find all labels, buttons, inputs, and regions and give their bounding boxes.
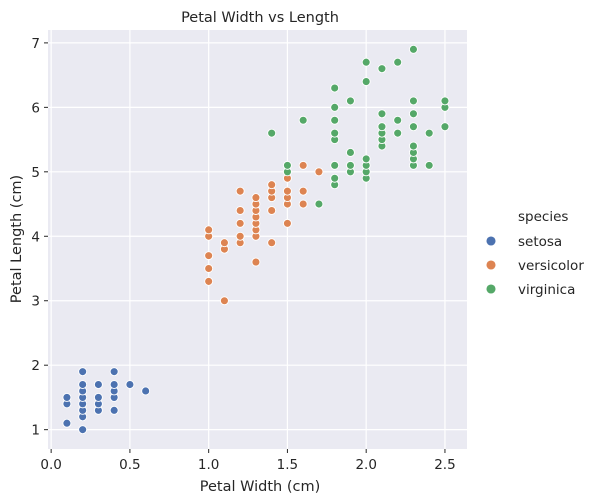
point-virginica (377, 109, 387, 119)
point-versicolor (298, 199, 308, 209)
point-virginica (440, 96, 450, 106)
point-versicolor (267, 238, 277, 248)
point-virginica (377, 64, 387, 74)
point-virginica (393, 115, 403, 125)
point-setosa (109, 380, 119, 389)
y-axis-label: Petal Length (cm) (9, 175, 25, 303)
legend: species setosa versicolor virginica (485, 209, 584, 298)
y-tick-label: 2 (31, 358, 40, 374)
point-setosa (141, 386, 151, 396)
point-virginica (377, 122, 387, 132)
point-versicolor (251, 193, 261, 203)
point-virginica (408, 141, 418, 151)
point-virginica (440, 122, 450, 132)
point-virginica (298, 115, 308, 125)
point-virginica (330, 115, 340, 125)
legend-marker-versicolor (485, 259, 497, 271)
point-virginica (408, 109, 418, 119)
y-tick-label: 1 (31, 423, 40, 439)
legend-label-versicolor: versicolor (518, 258, 584, 274)
point-virginica (408, 122, 418, 132)
legend-label-setosa: setosa (518, 234, 562, 250)
chart-title: Petal Width vs Length (181, 10, 339, 26)
x-tick-label: 2.0 (355, 457, 376, 473)
point-setosa (109, 367, 119, 377)
axis-ticks: 0.0 0.5 1.0 1.5 2.0 2.5 1 2 3 4 5 6 7 (31, 36, 455, 473)
point-virginica (267, 128, 277, 138)
point-versicolor (235, 218, 245, 228)
y-tick-label: 3 (31, 294, 40, 310)
point-versicolor (235, 231, 245, 241)
x-tick-label: 0.0 (40, 457, 61, 473)
point-virginica (408, 44, 418, 54)
point-virginica (393, 128, 403, 138)
legend-marker-setosa (485, 235, 497, 247)
point-virginica (361, 77, 371, 87)
point-virginica (345, 148, 355, 157)
y-tick-label: 7 (31, 36, 40, 52)
point-virginica (361, 57, 371, 67)
x-axis-label: Petal Width (cm) (200, 479, 321, 495)
point-virginica (330, 102, 340, 112)
point-setosa (109, 405, 119, 415)
point-versicolor (204, 251, 214, 261)
x-tick-label: 0.5 (119, 457, 140, 473)
point-versicolor (298, 186, 308, 196)
point-versicolor (235, 206, 245, 215)
point-versicolor (282, 186, 292, 196)
point-versicolor (219, 296, 229, 306)
point-virginica (393, 57, 403, 67)
point-virginica (345, 96, 355, 106)
data-points (62, 44, 450, 435)
point-setosa (93, 392, 103, 402)
point-setosa (93, 380, 103, 389)
point-versicolor (204, 225, 214, 235)
point-virginica (345, 160, 355, 170)
legend-marker-virginica (485, 283, 497, 295)
point-virginica (424, 160, 434, 170)
point-versicolor (235, 186, 245, 196)
point-virginica (408, 96, 418, 106)
point-setosa (125, 380, 135, 389)
point-versicolor (219, 238, 229, 248)
point-versicolor (251, 257, 261, 267)
point-virginica (330, 173, 340, 183)
point-virginica (282, 160, 292, 170)
point-virginica (424, 128, 434, 138)
point-virginica (361, 154, 371, 164)
point-virginica (330, 128, 340, 138)
point-versicolor (204, 276, 214, 286)
point-versicolor (267, 206, 277, 215)
point-setosa (62, 392, 72, 402)
point-setosa (78, 380, 88, 389)
point-virginica (330, 160, 340, 170)
point-versicolor (282, 218, 292, 228)
point-versicolor (314, 167, 324, 177)
y-tick-label: 5 (31, 165, 40, 181)
point-virginica (314, 199, 324, 209)
x-tick-label: 2.5 (434, 457, 455, 473)
point-versicolor (204, 264, 214, 273)
y-tick-label: 6 (31, 100, 40, 116)
legend-title: species (518, 209, 568, 225)
legend-label-virginica: virginica (518, 282, 575, 298)
point-virginica (330, 83, 340, 93)
point-versicolor (298, 160, 308, 170)
point-setosa (78, 425, 88, 435)
y-tick-label: 4 (31, 229, 40, 245)
x-tick-label: 1.5 (277, 457, 298, 473)
x-tick-label: 1.0 (198, 457, 219, 473)
point-setosa (78, 367, 88, 377)
point-versicolor (267, 180, 277, 190)
point-setosa (62, 418, 72, 428)
